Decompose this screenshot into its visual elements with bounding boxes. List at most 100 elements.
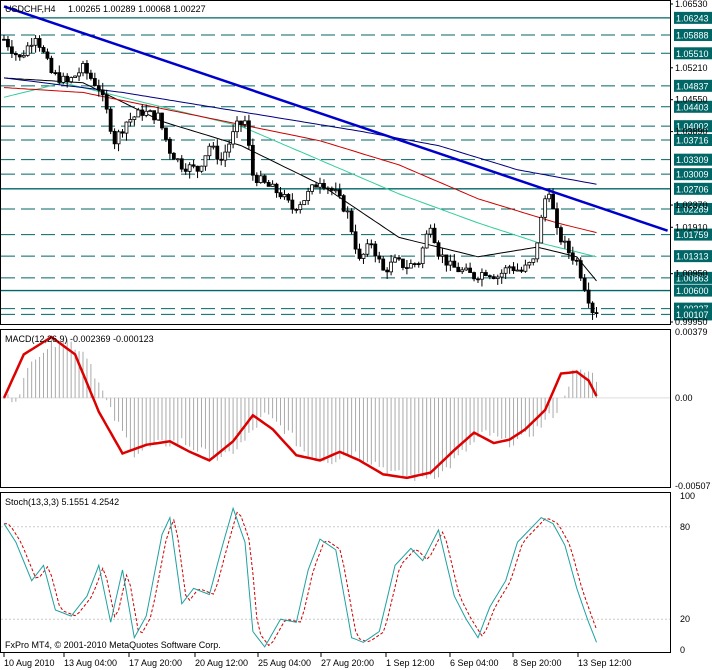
price-axis: 1.06530 1.05210 1.04550 1.03890 1.02370 1.019…	[670, 0, 708, 327]
candle-body	[448, 260, 453, 266]
stoch-tick-label: 100	[680, 491, 695, 501]
candle-body	[527, 261, 532, 266]
candle-body	[290, 199, 295, 210]
price-tick-label: 1.00950	[675, 269, 708, 279]
candle-body	[164, 127, 168, 140]
candle-body	[227, 143, 232, 153]
level-tag-label: 1.03009	[676, 170, 709, 180]
candle-body	[543, 198, 548, 218]
candle-body	[566, 240, 571, 254]
level-tag	[674, 202, 712, 215]
candle-body	[258, 175, 263, 183]
candle-body	[302, 200, 307, 206]
candle-body	[254, 174, 259, 183]
level-tag	[674, 100, 712, 113]
candle-body	[357, 248, 362, 259]
ohlc-readout: 1.00265 1.00289 1.00068 1.00227	[68, 4, 206, 14]
candle-body	[6, 38, 10, 48]
candle-body	[92, 78, 97, 86]
candle-body	[345, 210, 350, 213]
level-tag	[674, 133, 712, 146]
level-tag	[674, 168, 712, 181]
candle-body	[582, 277, 587, 291]
candle-body	[361, 253, 366, 259]
time-tick-label: 13 Aug 04:00	[64, 658, 117, 668]
candle-body	[306, 190, 311, 201]
candle-body	[515, 269, 520, 272]
candle-body	[167, 138, 172, 154]
candle-body	[369, 243, 374, 246]
stoch-main-line	[3, 506, 597, 648]
candle-body	[586, 289, 591, 304]
candle-body	[322, 182, 326, 189]
candle-body	[29, 44, 34, 47]
candle-body	[239, 120, 243, 125]
candle-body	[456, 266, 461, 273]
candle-body	[171, 152, 176, 160]
level-tag-label: 1.05510	[676, 49, 709, 59]
time-tick-label: 1 Sep 12:00	[386, 658, 435, 668]
candle-body	[61, 75, 66, 83]
trendline[interactable]	[3, 5, 669, 232]
candle-body	[559, 227, 563, 243]
macd-layer: 0.00379 0.00 -0.00507	[1, 327, 711, 491]
candle-body	[424, 233, 429, 249]
candle-body	[120, 131, 125, 134]
macd-label: MACD(12,26,9) -0.002369 -0.000123	[5, 334, 154, 344]
candle-body	[353, 231, 358, 250]
candle-body	[136, 109, 141, 118]
level-tag	[674, 308, 712, 321]
price-tick-label: 1.02370	[675, 200, 708, 210]
price-tick-label: 1.01910	[675, 222, 708, 232]
candle-body	[539, 216, 544, 244]
time-tick-label: 13 Sep 12:00	[578, 658, 632, 668]
candle-body	[81, 63, 85, 74]
candle-body	[385, 269, 390, 273]
price-tick-label: 1.04550	[675, 95, 708, 105]
candle-body	[124, 121, 129, 134]
candle-body	[476, 278, 480, 281]
candle-body	[215, 145, 220, 160]
level-tag-label: 1.06243	[676, 13, 709, 23]
candle-body	[310, 184, 315, 192]
candle-body	[207, 145, 212, 157]
candle-body	[547, 193, 551, 200]
level-tag	[674, 228, 712, 241]
candle-body	[25, 45, 30, 56]
candle-body	[128, 119, 133, 123]
candle-body	[100, 89, 105, 96]
level-tag	[674, 182, 712, 195]
candle-body	[152, 110, 157, 121]
candle-body	[195, 165, 200, 172]
candle-body	[231, 131, 236, 145]
level-tag-label: 1.02289	[676, 204, 709, 214]
candle-body	[203, 155, 208, 167]
time-tick-label: 27 Aug 20:00	[321, 658, 374, 668]
candle-body	[246, 120, 251, 146]
candle-body	[440, 254, 445, 257]
level-tag	[674, 271, 712, 284]
candle-body	[436, 242, 441, 257]
stochastic-layer: 100 80 20 0	[1, 491, 695, 655]
candle-body	[9, 46, 14, 54]
candle-body	[33, 38, 38, 46]
candle-body	[250, 144, 255, 176]
stoch-label: Stoch(13,3,3) 5.1551 4.2542	[5, 497, 119, 507]
candle-body	[270, 183, 275, 187]
stoch-tick-label: 0	[680, 645, 685, 655]
candle-body	[452, 260, 457, 268]
candle-body	[464, 267, 469, 271]
candle-body	[140, 109, 145, 116]
candle-body	[594, 312, 599, 314]
candle-body	[223, 151, 228, 161]
candle-body	[365, 243, 370, 255]
trendline-layer[interactable]	[3, 5, 669, 232]
stoch-tick-label: 20	[680, 614, 690, 624]
candle-body	[65, 75, 70, 83]
candle-body	[262, 175, 267, 183]
candle-body	[503, 267, 508, 274]
candle-body	[480, 272, 484, 280]
time-axis: 10 Aug 2010 13 Aug 04:00 17 Aug 20:00 20 Au…	[3, 653, 632, 668]
candle-body	[531, 258, 536, 263]
